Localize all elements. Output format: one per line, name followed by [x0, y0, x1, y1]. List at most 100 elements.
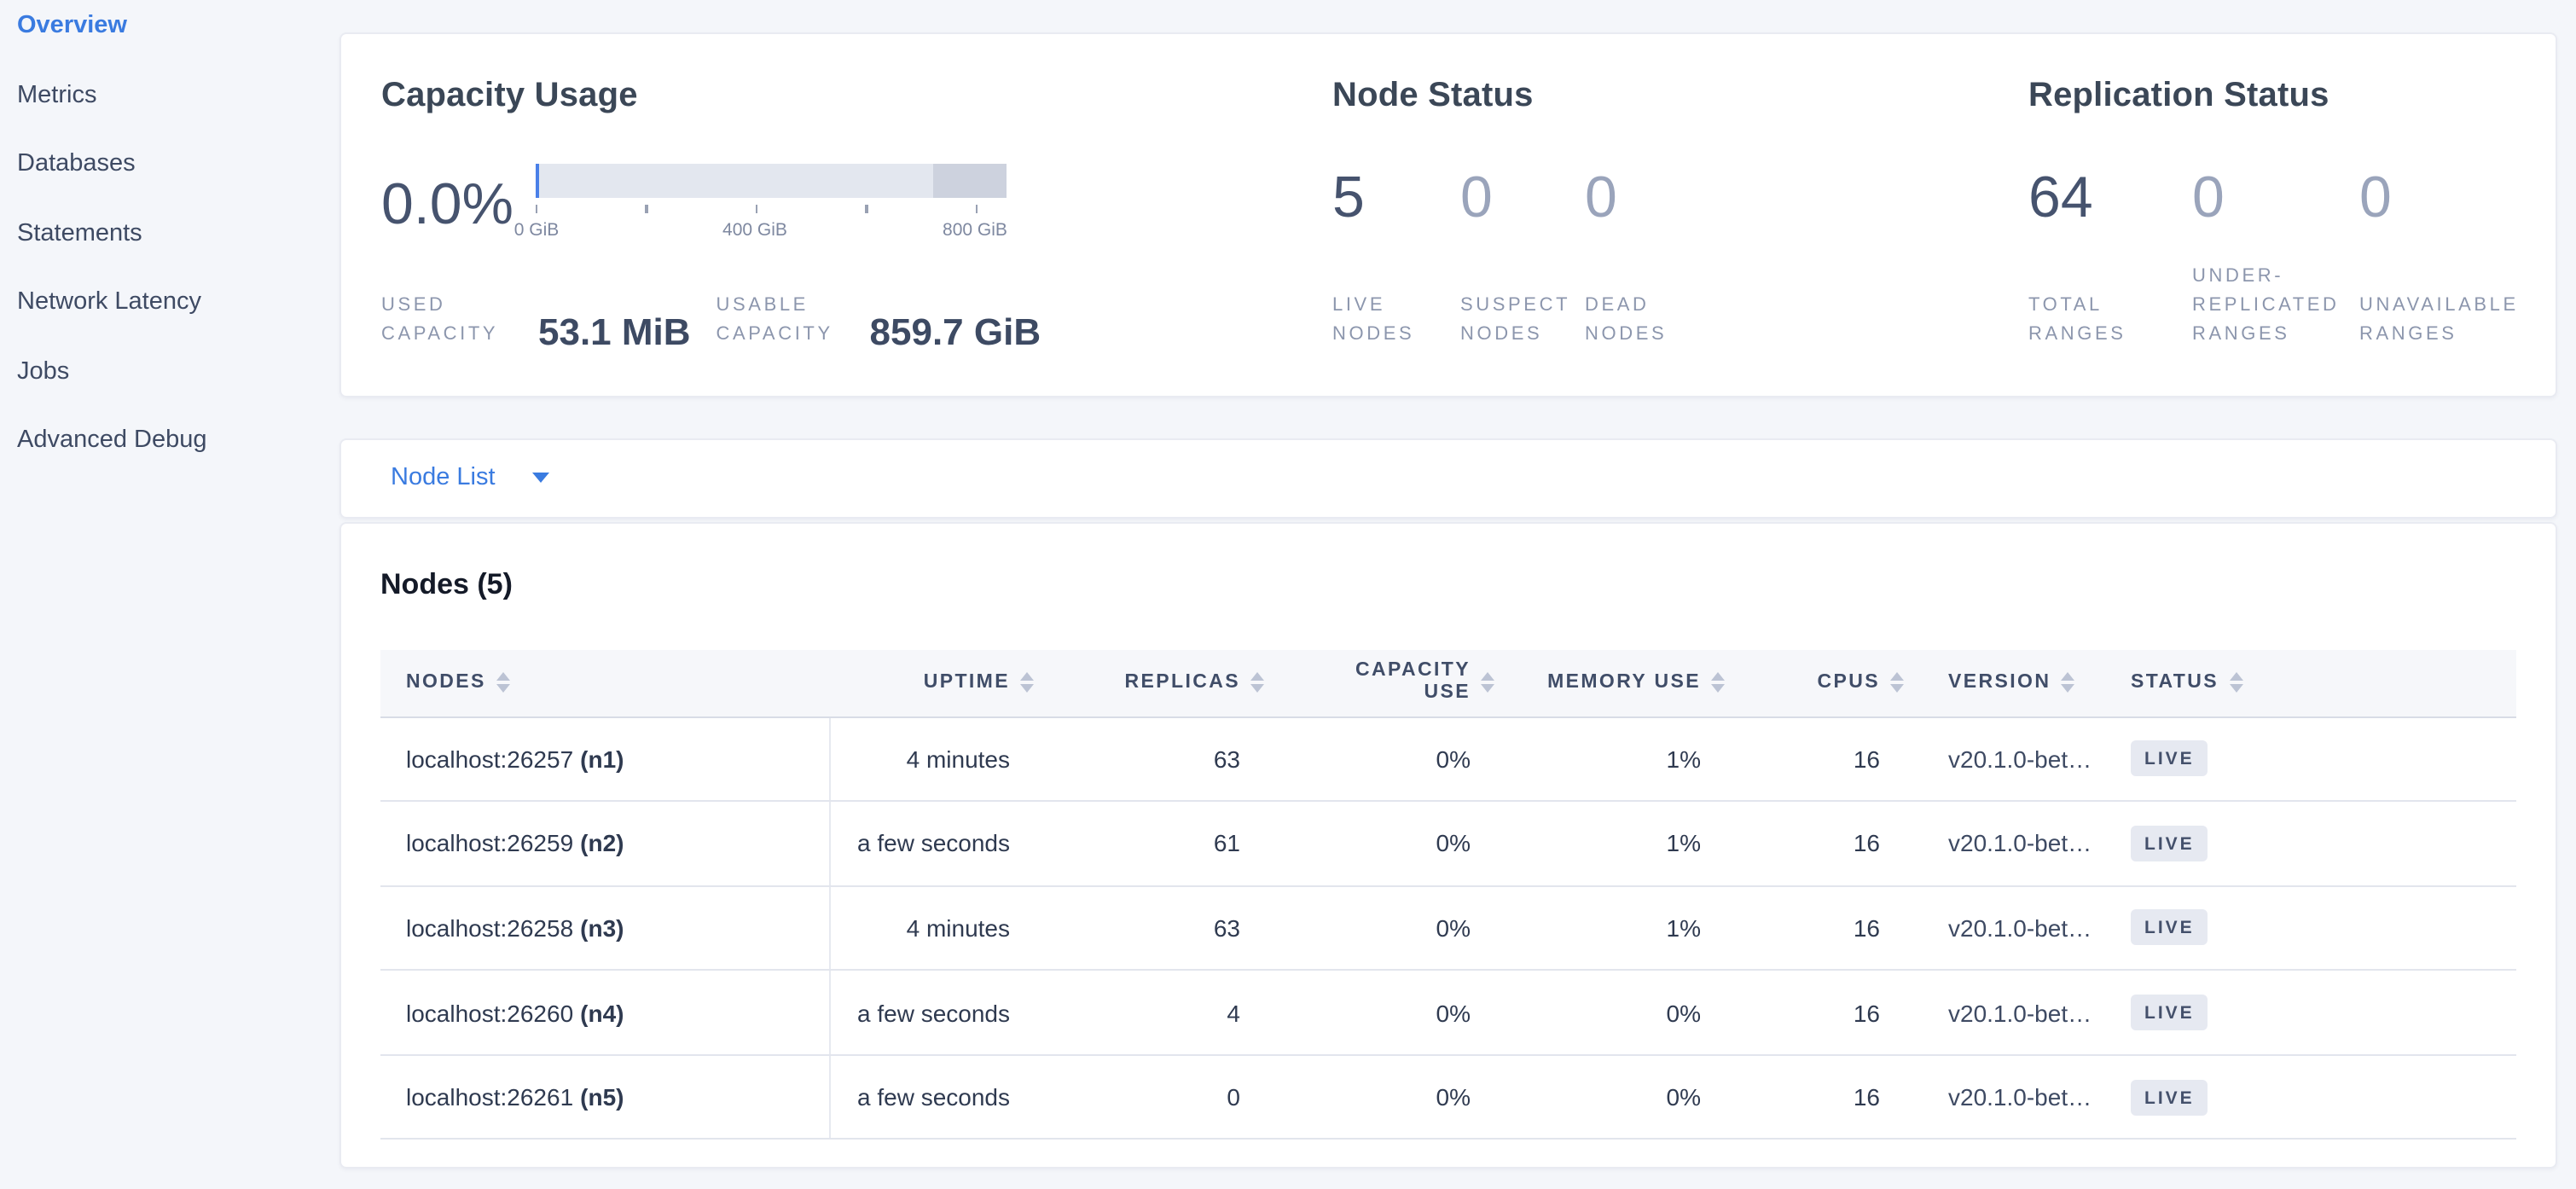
capacity-use-cell: 0%	[1436, 829, 1471, 857]
node-address[interactable]: localhost:26261	[406, 1083, 574, 1111]
live-nodes-count: 5	[1332, 165, 1365, 229]
node-address[interactable]: localhost:26257	[406, 745, 574, 773]
memory-use-cell: 1%	[1666, 745, 1701, 773]
node-list-dropdown[interactable]: Node List	[339, 438, 2557, 518]
node-id: (n3)	[580, 914, 624, 942]
version-cell: v20.1.0-bet…	[1948, 745, 2092, 773]
suspect-nodes-count: 0	[1460, 165, 1493, 229]
column-header-cpus[interactable]: CPUS	[1735, 671, 1914, 693]
sort-icon	[1711, 671, 1725, 693]
replicas-cell: 4	[1227, 999, 1240, 1027]
sidebar-item-statements[interactable]: Statements	[17, 219, 142, 247]
usable-capacity-label: USABLE CAPACITY	[716, 294, 833, 344]
node-address[interactable]: localhost:26259	[406, 829, 574, 857]
capacity-bar-used-marker	[535, 163, 539, 197]
capacity-use-cell: 0%	[1436, 999, 1471, 1027]
suspect-nodes-label: SUSPECT NODES	[1460, 294, 1570, 344]
uptime-cell: a few seconds	[857, 1083, 1010, 1111]
table-row-node-2[interactable]: localhost:26259 (n2) a few seconds 61 0% …	[380, 802, 2515, 887]
dead-nodes-label: DEAD NODES	[1585, 294, 1668, 344]
sidebar-item-overview[interactable]: Overview	[17, 12, 127, 40]
capacity-use-cell: 0%	[1436, 914, 1471, 942]
nodes-table-card: Nodes (5) NODES UPTIME REPLICAS	[339, 521, 2557, 1168]
cpus-cell: 16	[1853, 999, 1880, 1027]
version-cell: v20.1.0-bet…	[1948, 829, 2092, 857]
sidebar-item-databases[interactable]: Databases	[17, 150, 136, 178]
capacity-axis-ticks	[535, 204, 1006, 219]
replication-status-section: Replication Status 64 0 0 TOTAL RANGES U…	[2028, 74, 2556, 395]
unavailable-ranges-count: 0	[2359, 165, 2392, 229]
capacity-usage-section: Capacity Usage 0.0%	[381, 74, 1332, 395]
column-header-version[interactable]: VERSION	[1914, 671, 2105, 693]
capacity-percent: 0.0%	[381, 171, 513, 236]
capacity-bar-other-segment	[932, 163, 1006, 197]
axis-label-400gib: 400 GiB	[722, 219, 787, 240]
node-address[interactable]: localhost:26260	[406, 999, 574, 1027]
table-row-node-1[interactable]: localhost:26257 (n1) 4 minutes 63 0% 1% 1…	[380, 717, 2515, 803]
node-status-section: Node Status 5 0 0 LIVE NODES SUSPECT NOD…	[1332, 74, 2028, 395]
axis-label-800gib: 800 GiB	[943, 219, 1007, 240]
column-header-capacity-use[interactable]: CAPACITY USE	[1274, 660, 1505, 705]
sidebar-item-advanced-debug[interactable]: Advanced Debug	[17, 426, 207, 455]
nodes-table-title: Nodes (5)	[380, 567, 513, 600]
version-cell: v20.1.0-bet…	[1948, 999, 2092, 1027]
table-row-node-4[interactable]: localhost:26260 (n4) a few seconds 4 0% 0…	[380, 971, 2515, 1056]
capacity-bar	[535, 163, 1006, 197]
node-id: (n1)	[580, 745, 624, 773]
uptime-cell: 4 minutes	[906, 745, 1010, 773]
node-address[interactable]: localhost:26258	[406, 914, 574, 942]
sort-icon	[1481, 671, 1494, 693]
version-cell: v20.1.0-bet…	[1948, 1083, 2092, 1111]
status-badge: LIVE	[2131, 740, 2208, 777]
sort-icon	[1890, 671, 1904, 693]
sidebar: Overview Metrics Databases Statements Ne…	[0, 0, 339, 1189]
status-badge: LIVE	[2131, 1079, 2208, 1116]
replicas-cell: 63	[1213, 914, 1240, 942]
memory-use-cell: 0%	[1666, 999, 1701, 1027]
cpus-cell: 16	[1853, 745, 1880, 773]
dead-nodes-count: 0	[1585, 165, 1617, 229]
uptime-cell: 4 minutes	[906, 914, 1010, 942]
table-row-node-3[interactable]: localhost:26258 (n3) 4 minutes 63 0% 1% 1…	[380, 886, 2515, 972]
status-badge: LIVE	[2131, 825, 2208, 861]
node-id: (n5)	[580, 1083, 624, 1111]
version-cell: v20.1.0-bet…	[1948, 914, 2092, 942]
uptime-cell: a few seconds	[857, 999, 1010, 1027]
replicas-cell: 61	[1213, 829, 1240, 857]
column-header-memory-use[interactable]: MEMORY USE	[1505, 671, 1735, 693]
capacity-bar-chart: 0 GiB 400 GiB 800 GiB	[514, 163, 1007, 241]
status-badge: LIVE	[2131, 995, 2208, 1031]
capacity-use-cell: 0%	[1436, 1083, 1471, 1111]
column-header-status[interactable]: STATUS	[2105, 671, 2515, 693]
sort-icon	[496, 671, 510, 693]
table-row-node-5[interactable]: localhost:26261 (n5) a few seconds 0 0% 0…	[380, 1055, 2515, 1140]
cluster-summary-card: Capacity Usage 0.0%	[339, 32, 2557, 397]
sidebar-item-metrics[interactable]: Metrics	[17, 81, 97, 109]
uptime-cell: a few seconds	[857, 829, 1010, 857]
capacity-axis-labels: 0 GiB 400 GiB 800 GiB	[514, 219, 1007, 241]
node-list-dropdown-label: Node List	[391, 464, 496, 491]
sort-icon	[1250, 671, 1264, 693]
column-header-replicas[interactable]: REPLICAS	[1044, 671, 1274, 693]
capacity-usage-title: Capacity Usage	[381, 76, 638, 113]
memory-use-cell: 0%	[1666, 1083, 1701, 1111]
sidebar-item-jobs[interactable]: Jobs	[17, 357, 70, 386]
sidebar-item-network-latency[interactable]: Network Latency	[17, 288, 201, 316]
column-header-uptime[interactable]: UPTIME	[831, 671, 1044, 693]
axis-label-0gib: 0 GiB	[513, 219, 560, 240]
total-ranges-count: 64	[2028, 165, 2093, 229]
main-content: Capacity Usage 0.0%	[339, 0, 2576, 1189]
column-header-nodes[interactable]: NODES	[380, 671, 831, 693]
sort-icon	[2229, 671, 2242, 693]
status-badge: LIVE	[2131, 909, 2208, 946]
node-status-title: Node Status	[1332, 76, 1534, 113]
capacity-use-cell: 0%	[1436, 745, 1471, 773]
memory-use-cell: 1%	[1666, 914, 1701, 942]
nodes-table-header: NODES UPTIME REPLICAS CAPACITY USE	[380, 649, 2515, 717]
used-capacity-label: USED CAPACITY	[381, 294, 499, 344]
node-id: (n4)	[580, 999, 624, 1027]
replicas-cell: 0	[1227, 1083, 1240, 1111]
sort-icon	[2061, 671, 2075, 693]
cpus-cell: 16	[1853, 829, 1880, 857]
